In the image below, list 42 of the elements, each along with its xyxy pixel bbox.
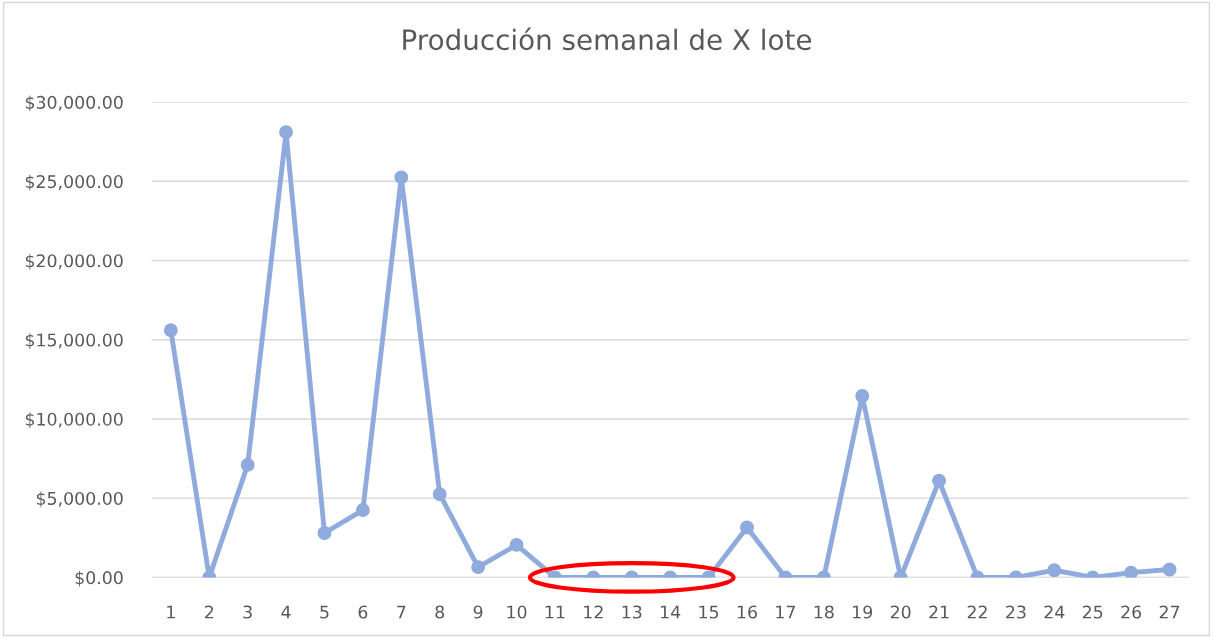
- x-tick-label: 20: [890, 605, 911, 619]
- point: [163, 323, 178, 338]
- x-tick-label: 21: [929, 605, 949, 619]
- x-tick-label: 24: [1044, 605, 1065, 619]
- point: [855, 389, 870, 403]
- x-tick-label: 13: [622, 605, 642, 619]
- point: [240, 457, 255, 472]
- point: [932, 473, 947, 488]
- x-tick-label: 17: [776, 605, 795, 619]
- x-tick-label: 23: [1006, 605, 1026, 619]
- x-tick-label: 14: [661, 605, 681, 619]
- x-tick-label: 2: [204, 605, 214, 619]
- x-tick-label: 26: [1121, 605, 1142, 619]
- x-tick-label: 16: [737, 605, 757, 619]
- x-tick-label: 19: [853, 605, 873, 619]
- x-tick-label: 22: [967, 605, 987, 619]
- x-tick-label: 15: [699, 605, 719, 619]
- x-tick-label: 7: [397, 605, 406, 619]
- x-tick-label: 27: [1159, 605, 1180, 619]
- x-tick-label: 3: [243, 605, 252, 619]
- y-tick-label: $25,000.00: [25, 174, 123, 191]
- x-tick-label: 5: [320, 605, 329, 619]
- x-tick-label: 12: [584, 605, 603, 619]
- x-tick-label: 25: [1082, 605, 1103, 619]
- x-tick-label: 18: [814, 605, 834, 619]
- y-tick-label: $0.00: [75, 570, 123, 587]
- y-tick-label: $5,000.00: [36, 491, 123, 508]
- x-tick-label: 4: [281, 605, 291, 619]
- x-tick-label: 6: [358, 605, 368, 619]
- chart-title: Producción semanal de X lote: [403, 27, 811, 51]
- x-tick-label: 1: [167, 605, 175, 619]
- y-tick-label: $20,000.00: [25, 253, 123, 270]
- point: [279, 125, 294, 140]
- point: [1124, 565, 1139, 578]
- x-tick-label: 8: [435, 605, 445, 619]
- y-tick-label: $15,000.00: [25, 333, 123, 349]
- point: [394, 170, 409, 185]
- x-tick-label: 11: [545, 605, 565, 619]
- x-tick-label: 10: [507, 605, 527, 619]
- y-tick-label: $10,000.00: [25, 412, 123, 429]
- y-tick-label: $30,000.00: [25, 95, 123, 112]
- x-tick-label: 9: [473, 605, 483, 619]
